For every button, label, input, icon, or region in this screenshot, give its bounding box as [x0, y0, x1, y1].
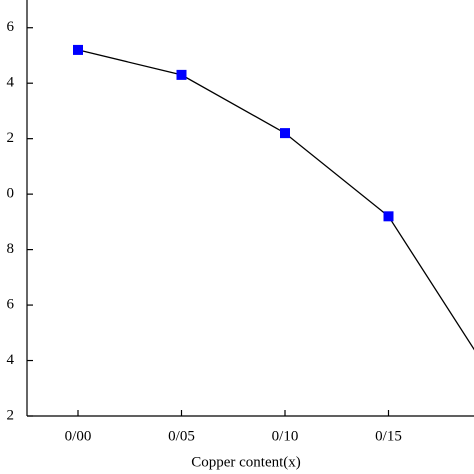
- y-tick-label: 2: [7, 407, 15, 423]
- data-point: [73, 44, 83, 55]
- y-tick-label: 2: [7, 130, 15, 146]
- data-point: [383, 211, 394, 222]
- data-point: [176, 69, 187, 80]
- x-tick-label: 0/00: [65, 428, 92, 444]
- y-tick-label: 4: [7, 352, 15, 368]
- x-tick-label: 0/15: [375, 428, 402, 444]
- data-line: [77, 49, 474, 351]
- y-tick-label: 4: [7, 75, 15, 91]
- x-tick-label: 0/10: [272, 428, 299, 444]
- data-point: [280, 128, 290, 139]
- y-tick-label: 0: [7, 186, 15, 202]
- x-axis-title: Copper content(x): [191, 454, 301, 470]
- x-tick-label: 0/05: [168, 428, 195, 444]
- y-tick-label: 6: [7, 19, 15, 35]
- y-tick-label: 6: [7, 297, 15, 313]
- y-tick-label: 8: [7, 241, 15, 257]
